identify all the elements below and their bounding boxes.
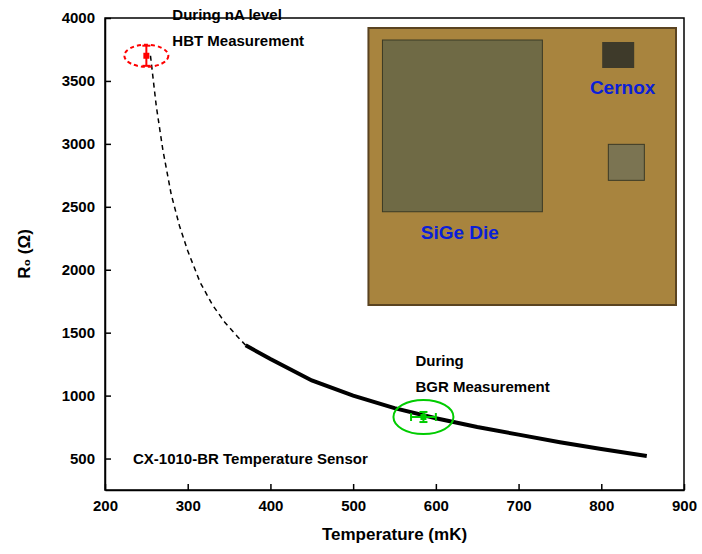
data-point bbox=[420, 414, 426, 420]
x-tick-mark bbox=[187, 484, 189, 490]
x-axis-line bbox=[106, 490, 685, 492]
inset-die bbox=[382, 40, 542, 212]
error-cap bbox=[142, 45, 150, 47]
annotations: During nA level HBT Measurement During BGR … bbox=[172, 6, 549, 395]
y-tick: 2500 bbox=[62, 198, 111, 215]
annotation-text: BGR Measurement bbox=[415, 378, 549, 395]
inset: SiGe Die Cernox bbox=[368, 28, 676, 305]
x-tick-label: 300 bbox=[176, 497, 201, 514]
y-tick-mark bbox=[105, 332, 111, 334]
y-axis: 500 1000 1500 2000 2500 3000 3500 4000 bbox=[62, 9, 111, 490]
y-tick-mark bbox=[105, 207, 111, 209]
y-tick-label: 3500 bbox=[62, 72, 95, 89]
y-tick-label: 2500 bbox=[62, 198, 95, 215]
x-tick: 800 bbox=[589, 484, 614, 514]
x-tick-label: 800 bbox=[589, 497, 614, 514]
y-tick-mark bbox=[105, 81, 111, 83]
x-tick-label: 200 bbox=[93, 497, 118, 514]
x-tick: 500 bbox=[341, 484, 366, 514]
inset-label: SiGe Die bbox=[421, 222, 499, 243]
annotation-text: During nA level bbox=[172, 6, 281, 23]
x-tick: 300 bbox=[176, 484, 201, 514]
y-tick-label: 1000 bbox=[62, 387, 95, 404]
x-tick: 900 bbox=[672, 484, 697, 514]
error-cap bbox=[435, 413, 437, 421]
x-axis-title: Temperature (mK) bbox=[322, 525, 467, 544]
inset-sensor bbox=[602, 42, 634, 68]
x-tick: 600 bbox=[424, 484, 449, 514]
y-tick-label: 2000 bbox=[62, 261, 95, 278]
inset-photo bbox=[368, 28, 676, 305]
y-tick: 2000 bbox=[62, 261, 111, 278]
y-axis-line bbox=[105, 19, 107, 491]
x-tick-label: 700 bbox=[507, 497, 532, 514]
y-tick: 3500 bbox=[62, 72, 111, 89]
x-tick-label: 600 bbox=[424, 497, 449, 514]
error-cap bbox=[410, 413, 412, 421]
x-tick-mark bbox=[353, 484, 355, 490]
y-tick-mark bbox=[105, 395, 111, 397]
y-tick: 1500 bbox=[62, 324, 111, 341]
plot-area bbox=[124, 45, 646, 456]
data-point bbox=[143, 53, 149, 59]
x-tick: 400 bbox=[258, 484, 283, 514]
highlight-ellipse bbox=[124, 45, 168, 67]
y-tick-label: 500 bbox=[70, 450, 95, 467]
x-tick-mark bbox=[684, 484, 686, 490]
y-tick: 3000 bbox=[62, 135, 111, 152]
inset-label: Cernox bbox=[590, 77, 656, 98]
x-tick: 700 bbox=[507, 484, 532, 514]
plot-frame bbox=[105, 18, 684, 490]
caption: CX-1010-BR Temperature Sensor bbox=[133, 450, 368, 467]
annotation-text: HBT Measurement bbox=[172, 32, 304, 49]
data-line bbox=[150, 56, 245, 345]
y-tick: 1000 bbox=[62, 387, 111, 404]
highlight-ellipse bbox=[393, 400, 453, 434]
error-cap bbox=[419, 421, 427, 423]
x-tick-label: 400 bbox=[258, 497, 283, 514]
annotation-text: During bbox=[415, 352, 463, 369]
x-tick-mark bbox=[270, 484, 272, 490]
x-tick-mark bbox=[436, 484, 438, 490]
y-tick-label: 4000 bbox=[62, 9, 95, 26]
y-tick: 500 bbox=[70, 450, 111, 467]
y-axis-title: R₀ (Ω) bbox=[15, 229, 34, 279]
y-tick: 4000 bbox=[62, 9, 111, 26]
y-tick-mark bbox=[105, 18, 111, 20]
y-tick-label: 3000 bbox=[62, 135, 95, 152]
chart: 200 300 400 500 600 700 800 900 500 1000 1500 2000 2… bbox=[0, 0, 702, 554]
error-cap bbox=[142, 65, 150, 67]
x-tick-mark bbox=[518, 484, 520, 490]
data-line bbox=[246, 345, 647, 456]
x-tick-mark bbox=[601, 484, 603, 490]
x-axis: 200 300 400 500 600 700 800 900 bbox=[93, 484, 697, 514]
y-tick-mark bbox=[105, 458, 111, 460]
error-cap bbox=[419, 411, 427, 413]
y-tick-mark bbox=[105, 144, 111, 146]
x-tick-label: 500 bbox=[341, 497, 366, 514]
y-tick-label: 1500 bbox=[62, 324, 95, 341]
x-tick-label: 900 bbox=[672, 497, 697, 514]
inset-chip bbox=[608, 144, 644, 180]
y-tick-mark bbox=[105, 269, 111, 271]
